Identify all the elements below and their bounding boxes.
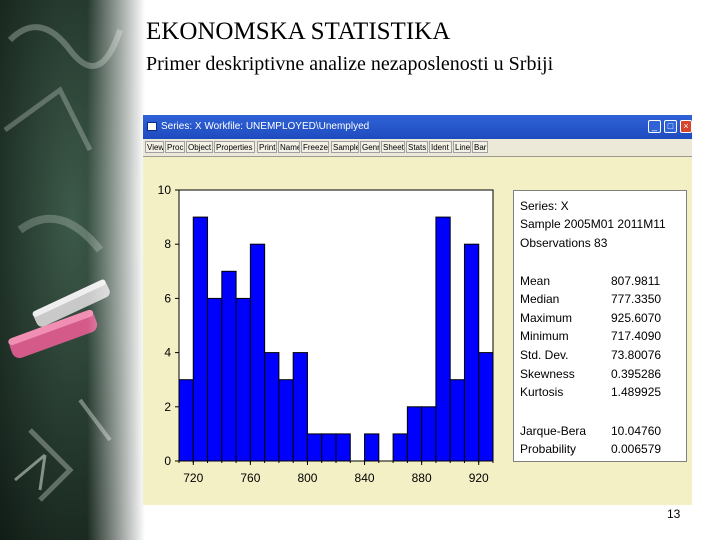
histogram-bar xyxy=(178,379,194,462)
stats-jarque-bera-value: 10.04760 xyxy=(611,424,662,438)
close-button[interactable]: × xyxy=(680,120,692,133)
y-tick-label: 0 xyxy=(164,454,171,468)
x-tick-label: 840 xyxy=(355,471,375,485)
histogram-bar xyxy=(435,216,451,462)
stats-kurtosis-value: 1.489925 xyxy=(611,385,662,399)
window-titlebar[interactable]: Series: X Workfile: UNEMPLOYED\Unemplyed… xyxy=(143,115,692,139)
toolbar-freeze-button[interactable]: Freeze xyxy=(301,141,329,153)
stats-maximum-value: 925.6070 xyxy=(611,311,662,325)
toolbar-view-button[interactable]: View xyxy=(145,141,164,153)
toolbar-name-button[interactable]: Name xyxy=(278,141,300,153)
window-title: Series: X Workfile: UNEMPLOYED\Unemplyed xyxy=(161,121,370,132)
histogram-bar xyxy=(278,379,294,462)
histogram-bar xyxy=(463,243,480,462)
stats-skewness-label: Skewness xyxy=(520,367,575,381)
toolbar-genr-button[interactable]: Genr xyxy=(360,141,380,153)
series-window: Series: X Workfile: UNEMPLOYED\Unemplyed… xyxy=(143,115,692,505)
x-tick-label: 760 xyxy=(240,471,260,485)
stats-minimum-label: Minimum xyxy=(520,329,569,343)
slide-subtitle: Primer deskriptivne analize nezaposlenos… xyxy=(146,53,554,75)
maximize-button[interactable]: □ xyxy=(664,120,677,133)
toolbar-ident-button[interactable]: Ident xyxy=(429,141,452,153)
x-tick-label: 880 xyxy=(412,471,432,485)
window-app-icon xyxy=(147,122,157,131)
histogram-bar xyxy=(292,352,308,462)
histogram-bar xyxy=(192,216,209,462)
minimize-button[interactable]: _ xyxy=(648,120,661,133)
stats-mean-value: 807.9811 xyxy=(611,274,661,288)
stats-skewness-value: 0.395286 xyxy=(611,367,662,381)
series-toolbar: View Proc Object Properties Print Name F… xyxy=(143,139,692,157)
toolbar-bar-button[interactable]: Bar xyxy=(472,141,488,153)
toolbar-line-button[interactable]: Line xyxy=(453,141,471,153)
histogram-bar xyxy=(306,433,323,462)
x-tick-label: 800 xyxy=(297,471,317,485)
stats-probability-label: Probability xyxy=(520,442,577,456)
stats-jarque-bera-label: Jarque-Bera xyxy=(520,424,587,438)
toolbar-proc-button[interactable]: Proc xyxy=(165,141,185,153)
toolbar-stats-button[interactable]: Stats xyxy=(406,141,428,153)
y-tick-label: 10 xyxy=(158,183,172,197)
y-tick-label: 2 xyxy=(164,400,171,414)
stats-minimum-value: 717.4090 xyxy=(611,329,662,343)
stats-kurtosis-label: Kurtosis xyxy=(520,385,564,399)
histogram-bar xyxy=(321,433,337,462)
y-tick-label: 8 xyxy=(164,237,171,251)
toolbar-sheet-button[interactable]: Sheet xyxy=(381,141,405,153)
histogram-bar xyxy=(221,270,237,462)
toolbar-properties-button[interactable]: Properties xyxy=(214,141,255,153)
statistics-panel: Series: X Sample 2005M01 2011M11 Observa… xyxy=(513,190,687,462)
histogram-bar xyxy=(478,352,494,462)
y-tick-label: 6 xyxy=(164,291,171,305)
stats-stddev-value: 73.80076 xyxy=(611,348,662,362)
histogram-bar xyxy=(207,297,223,462)
stats-series-label: Series: X xyxy=(520,199,569,213)
histogram-chart: 0 2 4 6 8 10 720 760 800 840 880 920 xyxy=(158,183,494,485)
stats-probability-value: 0.006579 xyxy=(611,442,662,456)
histogram-bar xyxy=(335,433,351,462)
stats-sample-label: Sample 2005M01 2011M11 xyxy=(520,217,666,231)
histogram-bar xyxy=(392,433,408,462)
chalkboard-illustration xyxy=(0,0,145,540)
stats-observations-label: Observations 83 xyxy=(520,236,608,250)
stats-maximum-label: Maximum xyxy=(520,311,573,325)
y-tick-label: 4 xyxy=(164,346,171,360)
toolbar-object-button[interactable]: Object xyxy=(186,141,213,153)
histogram-bar xyxy=(264,352,280,462)
x-tick-label: 720 xyxy=(183,471,203,485)
histogram-bar xyxy=(249,243,266,462)
stats-mean-label: Mean xyxy=(520,274,551,288)
x-tick-label: 920 xyxy=(469,471,489,485)
chalkboard-decoration xyxy=(0,0,145,540)
stats-median-value: 777.3350 xyxy=(611,292,662,306)
stats-stddev-label: Std. Dev. xyxy=(520,348,569,362)
histogram-bar xyxy=(364,433,380,462)
toolbar-sample-button[interactable]: Sample xyxy=(331,141,359,153)
histogram-bar xyxy=(235,297,251,462)
page-number: 13 xyxy=(667,507,681,521)
toolbar-print-button[interactable]: Print xyxy=(257,141,277,153)
histogram-bar xyxy=(421,406,437,462)
stats-median-label: Median xyxy=(520,292,560,306)
slide-title: EKONOMSKA STATISTIKA xyxy=(146,18,451,45)
histogram-bar xyxy=(406,406,423,462)
histogram-bar xyxy=(449,379,465,462)
